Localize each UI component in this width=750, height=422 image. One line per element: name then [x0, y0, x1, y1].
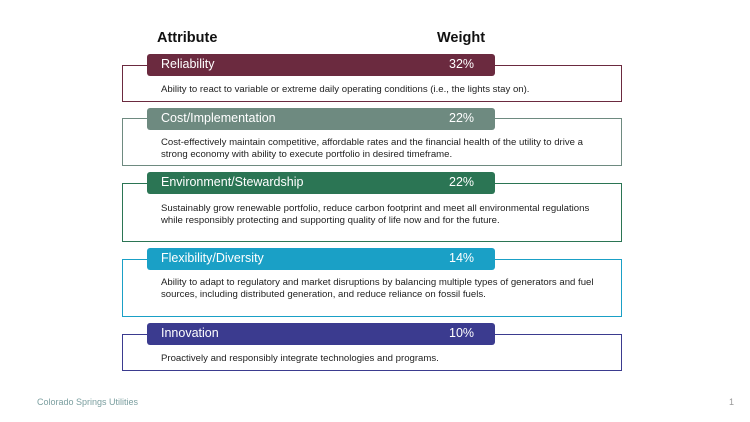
- attribute-description: Ability to react to variable or extreme …: [161, 84, 530, 95]
- attribute-weight: 22%: [449, 111, 475, 125]
- attribute-weight: 10%: [449, 326, 475, 340]
- attribute-name: Flexibility/Diversity: [161, 251, 264, 265]
- attribute-label-reliability: Reliability 32%: [147, 54, 495, 76]
- attribute-label-flexibility-diversity: Flexibility/Diversity 14%: [147, 248, 495, 270]
- attribute-name: Reliability: [161, 57, 215, 71]
- attribute-description: Ability to adapt to regulatory and marke…: [161, 277, 594, 300]
- footer-organization: Colorado Springs Utilities: [37, 397, 139, 407]
- attribute-name: Cost/Implementation: [161, 111, 276, 125]
- attribute-label-cost-implementation: Cost/Implementation 22%: [147, 108, 495, 130]
- attribute-description: Sustainably grow renewable portfolio, re…: [161, 203, 590, 226]
- attribute-weight: 22%: [449, 175, 475, 189]
- attribute-column-header: Attribute: [157, 30, 218, 46]
- attribute-description: Proactively and responsibly integrate te…: [161, 353, 439, 364]
- attribute-weight: 14%: [449, 251, 475, 265]
- weight-column-header: Weight: [437, 30, 486, 46]
- attribute-weight: 32%: [449, 57, 475, 71]
- attribute-name: Innovation: [161, 326, 219, 340]
- page-number: 1: [729, 397, 735, 407]
- attribute-label-innovation: Innovation 10%: [147, 323, 495, 345]
- attribute-description: Cost-effectively maintain competitive, a…: [161, 137, 584, 160]
- attribute-name: Environment/Stewardship: [161, 175, 304, 189]
- attribute-label-environment-stewardship: Environment/Stewardship 22%: [147, 172, 495, 194]
